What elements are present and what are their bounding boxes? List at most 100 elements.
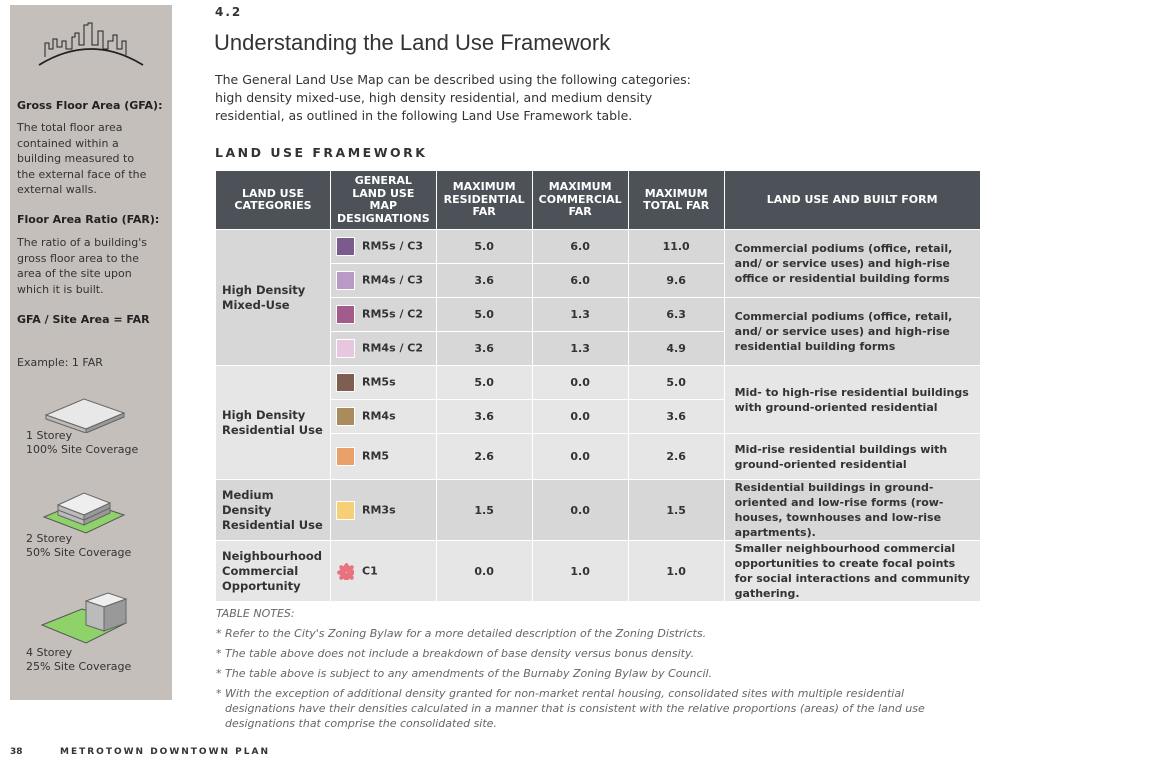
designation-cell: RM3s [330,479,437,541]
table-row: RM5 2.6 0.0 2.6 Mid-rise residential buildin… [215,433,981,480]
skyline-icon [38,22,144,66]
note: * Refer to the City's Zoning Bylaw for a… [216,627,707,640]
diagram-1 [44,398,126,433]
total-far: 3.6 [627,399,725,434]
built-form-cell: Smaller neighbourhood commercial opportu… [723,540,981,602]
category-cell: Medium Density Residential Use [215,479,331,541]
document-name: METROTOWN DOWNTOWN PLAN [60,747,270,757]
commercial-far: 0.0 [531,365,629,400]
total-far: 6.3 [627,297,725,332]
designation-cell: C1 [330,540,437,602]
category-cell: High Density Mixed-Use [215,229,331,366]
total-far: 5.0 [627,365,725,400]
column-header: GENERAL LAND USE MAP DESIGNATIONS [330,170,437,230]
designation: RM4s / C2 [362,341,424,355]
designation: RM5s / C3 [362,239,424,253]
built-form-cell: Mid- to high-rise residential buildings … [723,365,981,434]
residential-far: 1.5 [435,479,533,541]
column-header: MAXIMUM TOTAL FAR [627,170,725,230]
note: * The table above is subject to any amen… [216,667,713,680]
designation-cell: RM5 [330,433,437,480]
table-row: RM5s / C2 5.0 1.3 6.3 Commercial podiums (of… [215,297,981,366]
diagram-2-label: 2 Storey 50% Site Coverage [26,532,132,559]
table-row: Medium Density Residential Use RM3s 1.5 0.0… [215,479,981,541]
formula: GFA / Site Area = FAR [17,313,150,326]
category-cell: High Density Residential Use [215,365,331,480]
swatch [337,562,354,580]
built-form-cell: Mid-rise residential buildings with grou… [723,433,981,480]
commercial-far: 6.0 [531,263,629,298]
note: * The table above does not include a bre… [216,647,695,660]
built-form-cell: Commercial podiums (office, retail, and/… [723,229,981,298]
diagram-2 [42,492,126,534]
swatch [336,271,355,290]
designation: RM5 [362,449,390,463]
residential-far: 5.0 [435,365,533,400]
commercial-far: 6.0 [531,229,629,264]
residential-far: 0.0 [435,540,533,602]
page-number: 38 [10,747,23,757]
gfa-text: The total floor area contained within a … [17,121,147,196]
built-form-cell: Commercial podiums (office, retail, and/… [723,297,981,366]
swatch [336,373,355,392]
page-title: Understanding the Land Use Framework [214,30,611,55]
swatch [336,305,355,324]
table-row: Neighbourhood Commercial Opportunity C1 0.… [215,540,981,602]
commercial-far: 0.0 [531,399,629,434]
diagram-3-label: 4 Storey 25% Site Coverage [26,646,132,673]
designation-cell: RM4s / C2 [330,331,437,366]
section-number: 4.2 [215,5,243,19]
diagram-3 [40,592,128,644]
designation: RM4s [362,409,396,423]
column-header: MAXIMUM COMMERCIAL FAR [531,170,629,230]
designation: C1 [362,564,378,577]
designation-cell: RM5s / C3 [330,229,437,264]
intro: The General Land Use Map can be describe… [215,72,691,123]
note: * With the exception of additional densi… [216,687,925,730]
swatch [336,447,355,466]
column-header: MAXIMUM RESIDENTIAL FAR [435,170,533,230]
total-far: 4.9 [627,331,725,366]
table-row: High Density Mixed-Use RM5s / C3 5.0 6.0 11.… [215,229,981,366]
swatch [336,339,355,358]
gfa-heading: Gross Floor Area (GFA): [17,99,163,112]
designation: RM5s [362,375,396,389]
diagram-1-label: 1 Storey 100% Site Coverage [26,429,139,456]
total-far: 1.5 [627,479,725,541]
residential-far: 5.0 [435,297,533,332]
example: Example: 1 FAR [17,356,103,369]
residential-far: 2.6 [435,433,533,480]
designation-cell: RM4s / C3 [330,263,437,298]
residential-far: 5.0 [435,229,533,264]
notes-title: TABLE NOTES: [216,607,295,620]
designation-cell: RM4s [330,399,437,434]
residential-far: 3.6 [435,263,533,298]
swatch [336,237,355,256]
swatch [336,500,355,520]
total-far: 9.6 [627,263,725,298]
commercial-far: 0.0 [531,433,629,480]
built-form-cell: Residential buildings in ground-oriented… [723,479,981,541]
column-header: LAND USE CATEGORIES [215,170,331,230]
table-row: High Density Residential Use RM5s 5.0 0.0 5.… [215,365,981,480]
commercial-far: 1.0 [531,540,629,602]
commercial-far: 1.3 [531,297,629,332]
total-far: 11.0 [627,229,725,264]
commercial-far: 1.3 [531,331,629,366]
category-cell: Neighbourhood Commercial Opportunity [215,540,331,602]
table-notes: TABLE NOTES: * Refer to the City's Zoning… [216,606,961,736]
header-row: LAND USE CATEGORIES GENERAL LAND USE MAP … [215,170,981,230]
designation: RM3s [362,503,396,516]
land-use-table: LAND USE CATEGORIES GENERAL LAND USE MAP … [215,170,981,602]
commercial-far: 0.0 [531,479,629,541]
sidebar: Gross Floor Area (GFA): The total floor … [10,5,172,700]
designation-cell: RM5s [330,365,437,400]
total-far: 2.6 [627,433,725,480]
residential-far: 3.6 [435,399,533,434]
swatch [336,407,355,426]
far-text: The ratio of a building's gross floor ar… [17,236,147,296]
designation-cell: RM5s / C2 [330,297,437,332]
column-header: LAND USE AND BUILT FORM [723,170,981,230]
total-far: 1.0 [627,540,725,602]
